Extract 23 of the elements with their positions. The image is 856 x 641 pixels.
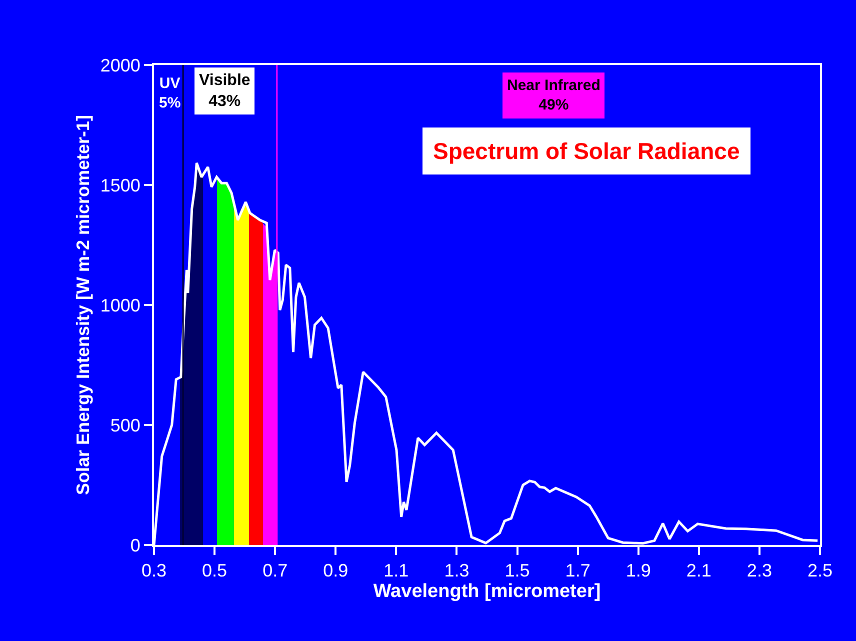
x-axis-title: Wavelength [micrometer] bbox=[373, 580, 601, 602]
x-tick-label: 2.3 bbox=[746, 560, 772, 581]
x-tick-label: 1.1 bbox=[384, 560, 409, 581]
x-tick-label: 0.7 bbox=[262, 560, 288, 581]
x-tick-label: 0.9 bbox=[323, 560, 348, 581]
annotation: Near Infrared 49% bbox=[507, 77, 600, 114]
x-tick-label: 1.7 bbox=[565, 560, 590, 581]
y-tick-label: 1500 bbox=[100, 175, 140, 196]
y-axis-title: Solar Energy Intensity [W m-2 micrometer-1] bbox=[73, 114, 94, 496]
y-tick-label: 2000 bbox=[100, 55, 140, 76]
y-tick-label: 1000 bbox=[100, 295, 140, 316]
x-tick-label: 2.1 bbox=[686, 560, 712, 581]
x-tick-label: 1.5 bbox=[504, 560, 530, 581]
x-tick-label: 2.5 bbox=[807, 560, 833, 581]
y-tick-label: 500 bbox=[110, 415, 140, 436]
x-tick-label: 1.3 bbox=[444, 560, 470, 581]
x-tick-label: 1.9 bbox=[626, 560, 651, 581]
annotation: Visible 43% bbox=[199, 72, 250, 110]
y-tick-label: 0 bbox=[130, 535, 140, 556]
x-tick-label: 0.3 bbox=[141, 560, 167, 581]
x-tick-label: 0.5 bbox=[202, 560, 228, 581]
annotation: UV 5% bbox=[159, 75, 181, 112]
text: Spectrum of Solar Radiance bbox=[433, 138, 740, 164]
